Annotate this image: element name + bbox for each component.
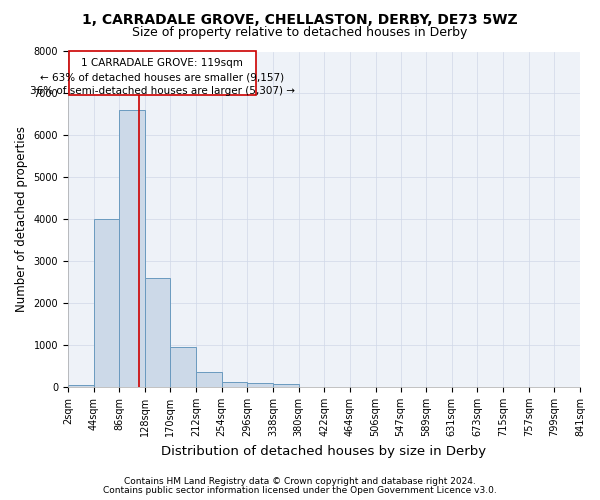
Bar	[68, 385, 94, 387]
Text: Size of property relative to detached houses in Derby: Size of property relative to detached ho…	[133, 26, 467, 39]
Bar	[247, 383, 273, 387]
Bar	[170, 347, 196, 387]
Bar	[145, 278, 170, 387]
Bar	[273, 384, 299, 387]
Text: Contains public sector information licensed under the Open Government Licence v3: Contains public sector information licen…	[103, 486, 497, 495]
Text: Contains HM Land Registry data © Crown copyright and database right 2024.: Contains HM Land Registry data © Crown c…	[124, 477, 476, 486]
Text: 1, CARRADALE GROVE, CHELLASTON, DERBY, DE73 5WZ: 1, CARRADALE GROVE, CHELLASTON, DERBY, D…	[82, 12, 518, 26]
Y-axis label: Number of detached properties: Number of detached properties	[15, 126, 28, 312]
Text: ← 63% of detached houses are smaller (9,157): ← 63% of detached houses are smaller (9,…	[40, 72, 284, 82]
Text: 36% of semi-detached houses are larger (5,307) →: 36% of semi-detached houses are larger (…	[30, 86, 295, 97]
Bar	[222, 382, 247, 387]
FancyBboxPatch shape	[68, 52, 256, 95]
Bar	[94, 219, 119, 387]
Bar	[119, 110, 145, 387]
Text: 1 CARRADALE GROVE: 119sqm: 1 CARRADALE GROVE: 119sqm	[81, 58, 243, 68]
X-axis label: Distribution of detached houses by size in Derby: Distribution of detached houses by size …	[161, 444, 487, 458]
Bar	[196, 372, 222, 387]
